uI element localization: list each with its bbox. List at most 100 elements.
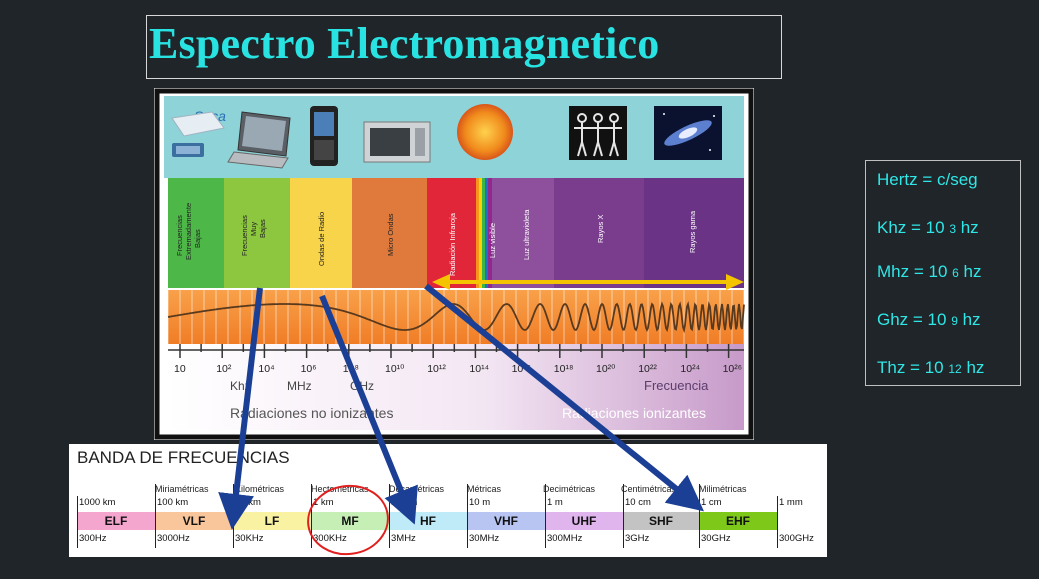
tick-label: 10¹² [427, 363, 446, 375]
formula-khz: Khz = 10 3 hz [877, 218, 979, 237]
region-gamma [644, 178, 744, 288]
region-label-elf-3: Bajas [193, 229, 202, 248]
band-freq: 300KHz [313, 533, 347, 544]
tick-label: 10 [174, 363, 186, 375]
bottom-area [168, 344, 744, 430]
band-divider [155, 484, 156, 548]
band-length: 10 m [469, 497, 491, 508]
band-freq: 3000Hz [157, 533, 190, 544]
microwave-icon [363, 121, 431, 163]
band-vhf: VHF [467, 512, 545, 530]
frequency-label: Frecuencia [644, 378, 709, 393]
page-title: Espectro Electromagnetico [149, 19, 660, 68]
band-shf: SHF [623, 512, 699, 530]
region-vlf [224, 178, 290, 288]
band-elf: ELF [77, 512, 155, 530]
wave-line [167, 301, 745, 334]
formula-hertz: Hertz = c/seg [877, 170, 978, 189]
band-freq: 3MHz [391, 533, 416, 544]
arrow-to-hf [319, 294, 418, 525]
region-label-radio: Ondas de Radio [317, 212, 326, 266]
region-microwave [352, 178, 427, 288]
arrow-to-ehf [424, 283, 704, 512]
phone-icon [310, 106, 338, 166]
unit-mhz: MHz [287, 379, 312, 393]
spectrum-svg: Seca [154, 88, 754, 440]
band-freq: 300MHz [547, 533, 583, 544]
region-label-elf-2: Extremadamente [184, 203, 193, 260]
band-name: Milimétricas [699, 484, 747, 494]
region-uv [492, 178, 554, 288]
band-name: Decimétricas [543, 484, 596, 494]
band-divider [311, 484, 312, 548]
band-name: Hectométricas [311, 484, 369, 494]
ionizing-label: Radiaciones ionizantes [562, 405, 706, 421]
formula-box: Hertz = c/seg Khz = 10 3 hz Mhz = 10 6 h… [865, 160, 1021, 386]
tick-label: 10¹⁰ [385, 363, 405, 375]
formula-mhz: Mhz = 10 6 hz [877, 262, 982, 281]
tick-label: 10⁴ [258, 363, 274, 375]
band-freq: 30MHz [469, 533, 500, 544]
tick-label: 10² [216, 363, 232, 375]
band-length: 1000 km [79, 497, 116, 508]
band-length: 100 km [157, 497, 189, 508]
band-ehf: EHF [699, 512, 777, 530]
band-name: Centimétricas [621, 484, 677, 494]
region-label-vlf-2: Muy [249, 222, 258, 236]
region-radio [290, 178, 352, 288]
region-visible [476, 178, 492, 288]
region-elf [168, 178, 224, 288]
region-label-gamma: Rayos gama [688, 210, 697, 253]
tick-label: 10²⁴ [680, 363, 700, 375]
band-length: 1 cm [701, 497, 722, 508]
band-name: Kilométricas [235, 484, 285, 494]
tick-label: 10²⁰ [596, 363, 616, 375]
region-label-visible: Luz visible [488, 223, 497, 258]
formula-thz: Thz = 10 12 hz [877, 358, 985, 377]
band-name: Miriamétricas [155, 484, 209, 494]
arrow-to-lf [218, 287, 263, 530]
tick-label: 10²⁶ [723, 363, 743, 375]
band-freq: 30GHz [701, 533, 731, 544]
band-uhf: UHF [545, 512, 623, 530]
band-mf: MF [311, 512, 389, 530]
band-freq: 3GHz [625, 533, 650, 544]
region-label-vlf-1: Frecuencias [240, 215, 249, 256]
non-ionizing-label: Radiaciones no ionizantes [230, 405, 393, 421]
band-length: 10 cm [625, 497, 651, 508]
region-label-microwave: Micro Ondas [386, 213, 395, 256]
band-name: Métricas [467, 484, 502, 494]
band-divider [545, 484, 546, 548]
laptop-icon [227, 111, 291, 169]
band-freq: 300Hz [79, 533, 107, 544]
mattress-icon [171, 111, 225, 157]
tick-label: 10⁶ [301, 363, 317, 375]
band-freq: 300GHz [779, 533, 814, 544]
region-xray [554, 178, 644, 288]
band-divider [467, 484, 468, 548]
region-label-xray: Rayos X [596, 215, 605, 243]
band-length: 1 m [547, 497, 563, 508]
mf-highlight-circle [307, 484, 389, 556]
region-label-vlf-3: Bajas [258, 219, 267, 238]
spectrum-diagram: Seca [154, 88, 754, 440]
band-length: 1 km [313, 497, 334, 508]
region-label-infrared: Radiación Infraroja [448, 212, 457, 276]
band-length: 1 mm [779, 497, 803, 508]
tick-label: 10¹⁴ [469, 363, 489, 375]
band-divider [699, 484, 700, 548]
formula-ghz: Ghz = 10 9 hz [877, 310, 981, 329]
region-label-uv: Luz ultravioleta [522, 209, 531, 260]
ionizing-range-arrow [432, 274, 744, 290]
band-divider [777, 496, 778, 548]
band-panel: BANDA DE FRECUENCIAS Miriamétricas Kilom… [69, 444, 827, 557]
tick-label: 10²² [638, 363, 657, 375]
band-divider [623, 484, 624, 548]
xray-icon [569, 106, 627, 160]
region-infrared [427, 178, 476, 288]
band-divider [77, 496, 78, 548]
region-label-elf-1: Frecuencias [175, 215, 184, 256]
band-vlf: VLF [155, 512, 233, 530]
galaxy-icon [654, 106, 722, 160]
